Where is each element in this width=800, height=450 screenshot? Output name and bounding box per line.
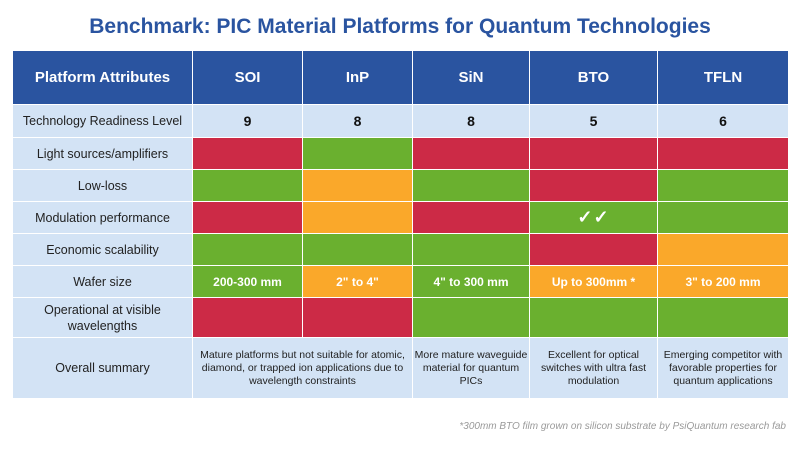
row-visible: Operational at visible wavelengths <box>12 297 789 338</box>
wafer-soi: 200-300 mm <box>192 265 303 298</box>
rating-cell <box>302 233 413 266</box>
rating-cell <box>657 297 789 338</box>
rating-cell <box>657 137 789 170</box>
trl-tfln: 6 <box>657 104 789 138</box>
row-wafer-size: Wafer size 200-300 mm 2" to 4" 4" to 300… <box>12 265 789 298</box>
rating-cell <box>529 233 658 266</box>
rating-cell <box>302 297 413 338</box>
rating-cell <box>192 137 303 170</box>
header-bto: BTO <box>529 50 658 105</box>
row-label-summary: Overall summary <box>12 337 193 399</box>
rating-cell <box>302 137 413 170</box>
header-soi: SOI <box>192 50 303 105</box>
rating-cell <box>657 201 789 234</box>
rating-cell <box>529 297 658 338</box>
row-label-scalability: Economic scalability <box>12 233 193 266</box>
footnote: *300mm BTO film grown on silicon substra… <box>459 421 786 432</box>
row-label-modulation: Modulation performance <box>12 201 193 234</box>
rating-cell <box>412 201 530 234</box>
row-light-sources: Light sources/amplifiers <box>12 137 789 170</box>
benchmark-table: Platform Attributes SOI InP SiN BTO TFLN… <box>12 50 789 399</box>
summary-sin: More mature waveguide material for quant… <box>412 337 530 399</box>
row-label-trl: Technology Readiness Level <box>12 104 193 138</box>
summary-soi-inp: Mature platforms but not suitable for at… <box>192 337 413 399</box>
trl-inp: 8 <box>302 104 413 138</box>
trl-soi: 9 <box>192 104 303 138</box>
row-label-visible: Operational at visible wavelengths <box>12 297 193 338</box>
row-modulation: Modulation performance ✓✓ <box>12 201 789 234</box>
rating-cell <box>657 169 789 202</box>
wafer-bto: Up to 300mm * <box>529 265 658 298</box>
trl-sin: 8 <box>412 104 530 138</box>
page-title: Benchmark: PIC Material Platforms for Qu… <box>89 15 711 38</box>
wafer-inp: 2" to 4" <box>302 265 413 298</box>
double-check-icon: ✓✓ <box>577 207 610 227</box>
summary-bto: Excellent for optical switches with ultr… <box>529 337 658 399</box>
rating-cell <box>192 297 303 338</box>
wafer-sin: 4" to 300 mm <box>412 265 530 298</box>
row-scalability: Economic scalability <box>12 233 789 266</box>
rating-cell <box>412 137 530 170</box>
row-low-loss: Low-loss <box>12 169 789 202</box>
trl-bto: 5 <box>529 104 658 138</box>
rating-cell <box>192 201 303 234</box>
rating-cell <box>657 233 789 266</box>
row-label-light-sources: Light sources/amplifiers <box>12 137 193 170</box>
header-tfln: TFLN <box>657 50 789 105</box>
rating-cell <box>529 137 658 170</box>
header-inp: InP <box>302 50 413 105</box>
rating-cell <box>192 169 303 202</box>
row-trl: Technology Readiness Level 9 8 8 5 6 <box>12 104 789 138</box>
summary-tfln: Emerging competitor with favorable prope… <box>657 337 789 399</box>
rating-cell <box>412 297 530 338</box>
rating-cell-bto-modulation: ✓✓ <box>529 201 658 234</box>
header-sin: SiN <box>412 50 530 105</box>
row-label-wafer-size: Wafer size <box>12 265 193 298</box>
rating-cell <box>302 169 413 202</box>
rating-cell <box>192 233 303 266</box>
rating-cell <box>529 169 658 202</box>
rating-cell <box>412 233 530 266</box>
wafer-tfln: 3" to 200 mm <box>657 265 789 298</box>
rating-cell <box>412 169 530 202</box>
header-platform-attributes: Platform Attributes <box>12 50 193 105</box>
header-row: Platform Attributes SOI InP SiN BTO TFLN <box>12 50 789 105</box>
row-summary: Overall summary Mature platforms but not… <box>12 337 789 399</box>
rating-cell <box>302 201 413 234</box>
row-label-low-loss: Low-loss <box>12 169 193 202</box>
